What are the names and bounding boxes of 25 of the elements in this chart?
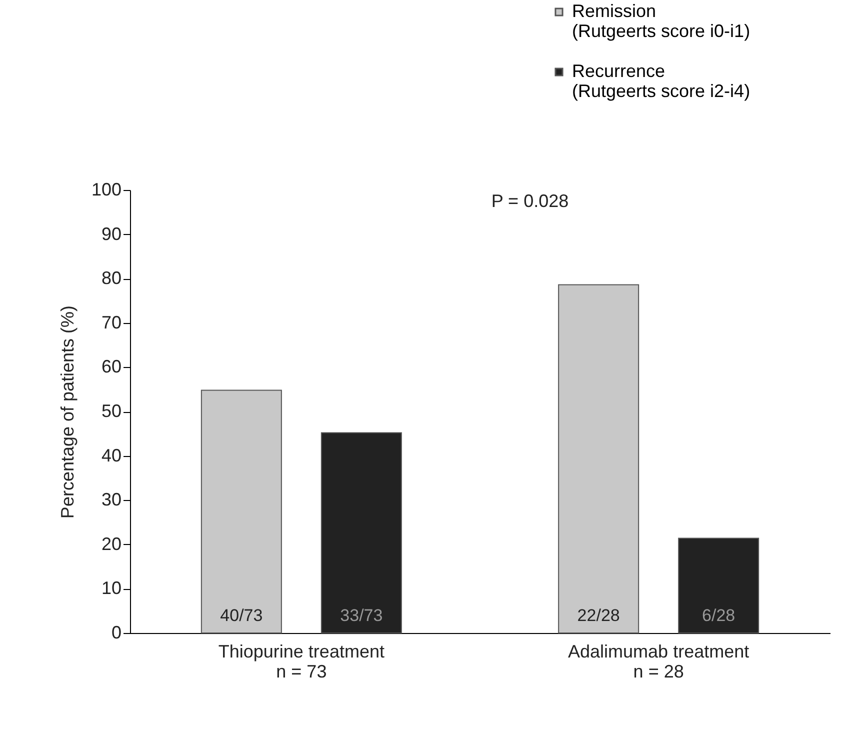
y-tick-label: 70 [101, 312, 122, 332]
legend-label: Remission (Rutgeerts score i0-i1) [572, 1, 750, 41]
y-tick-label: 90 [101, 224, 122, 244]
data-label: 40/73 [220, 606, 263, 625]
bar [320, 432, 402, 634]
y-tick-label: 30 [101, 490, 122, 510]
y-axis-title: Percentage of patients (%) [57, 305, 78, 519]
y-tick-label: 100 [91, 180, 122, 200]
bar [558, 284, 640, 634]
y-tick-label: 40 [101, 445, 122, 466]
data-label: 22/28 [577, 606, 620, 625]
legend-label: Recurrence (Rutgeerts score i2-i4) [572, 61, 750, 101]
y-tick-label: 60 [101, 356, 122, 377]
y-tick-label: 50 [101, 401, 122, 421]
y-tick-label: 80 [101, 268, 122, 288]
bar [678, 538, 760, 634]
y-tick-label: 20 [101, 534, 122, 554]
bar [200, 390, 282, 634]
data-label: 6/28 [702, 606, 736, 625]
x-tick-label: Adalimumab treatment n = 28 [568, 642, 750, 682]
annotation: P = 0.028 [491, 191, 569, 211]
y-tick-label: 10 [101, 578, 122, 598]
data-label: 33/73 [340, 606, 383, 625]
y-tick-label: 0 [111, 622, 122, 642]
x-tick-label: Thiopurine treatment n = 73 [218, 642, 384, 682]
